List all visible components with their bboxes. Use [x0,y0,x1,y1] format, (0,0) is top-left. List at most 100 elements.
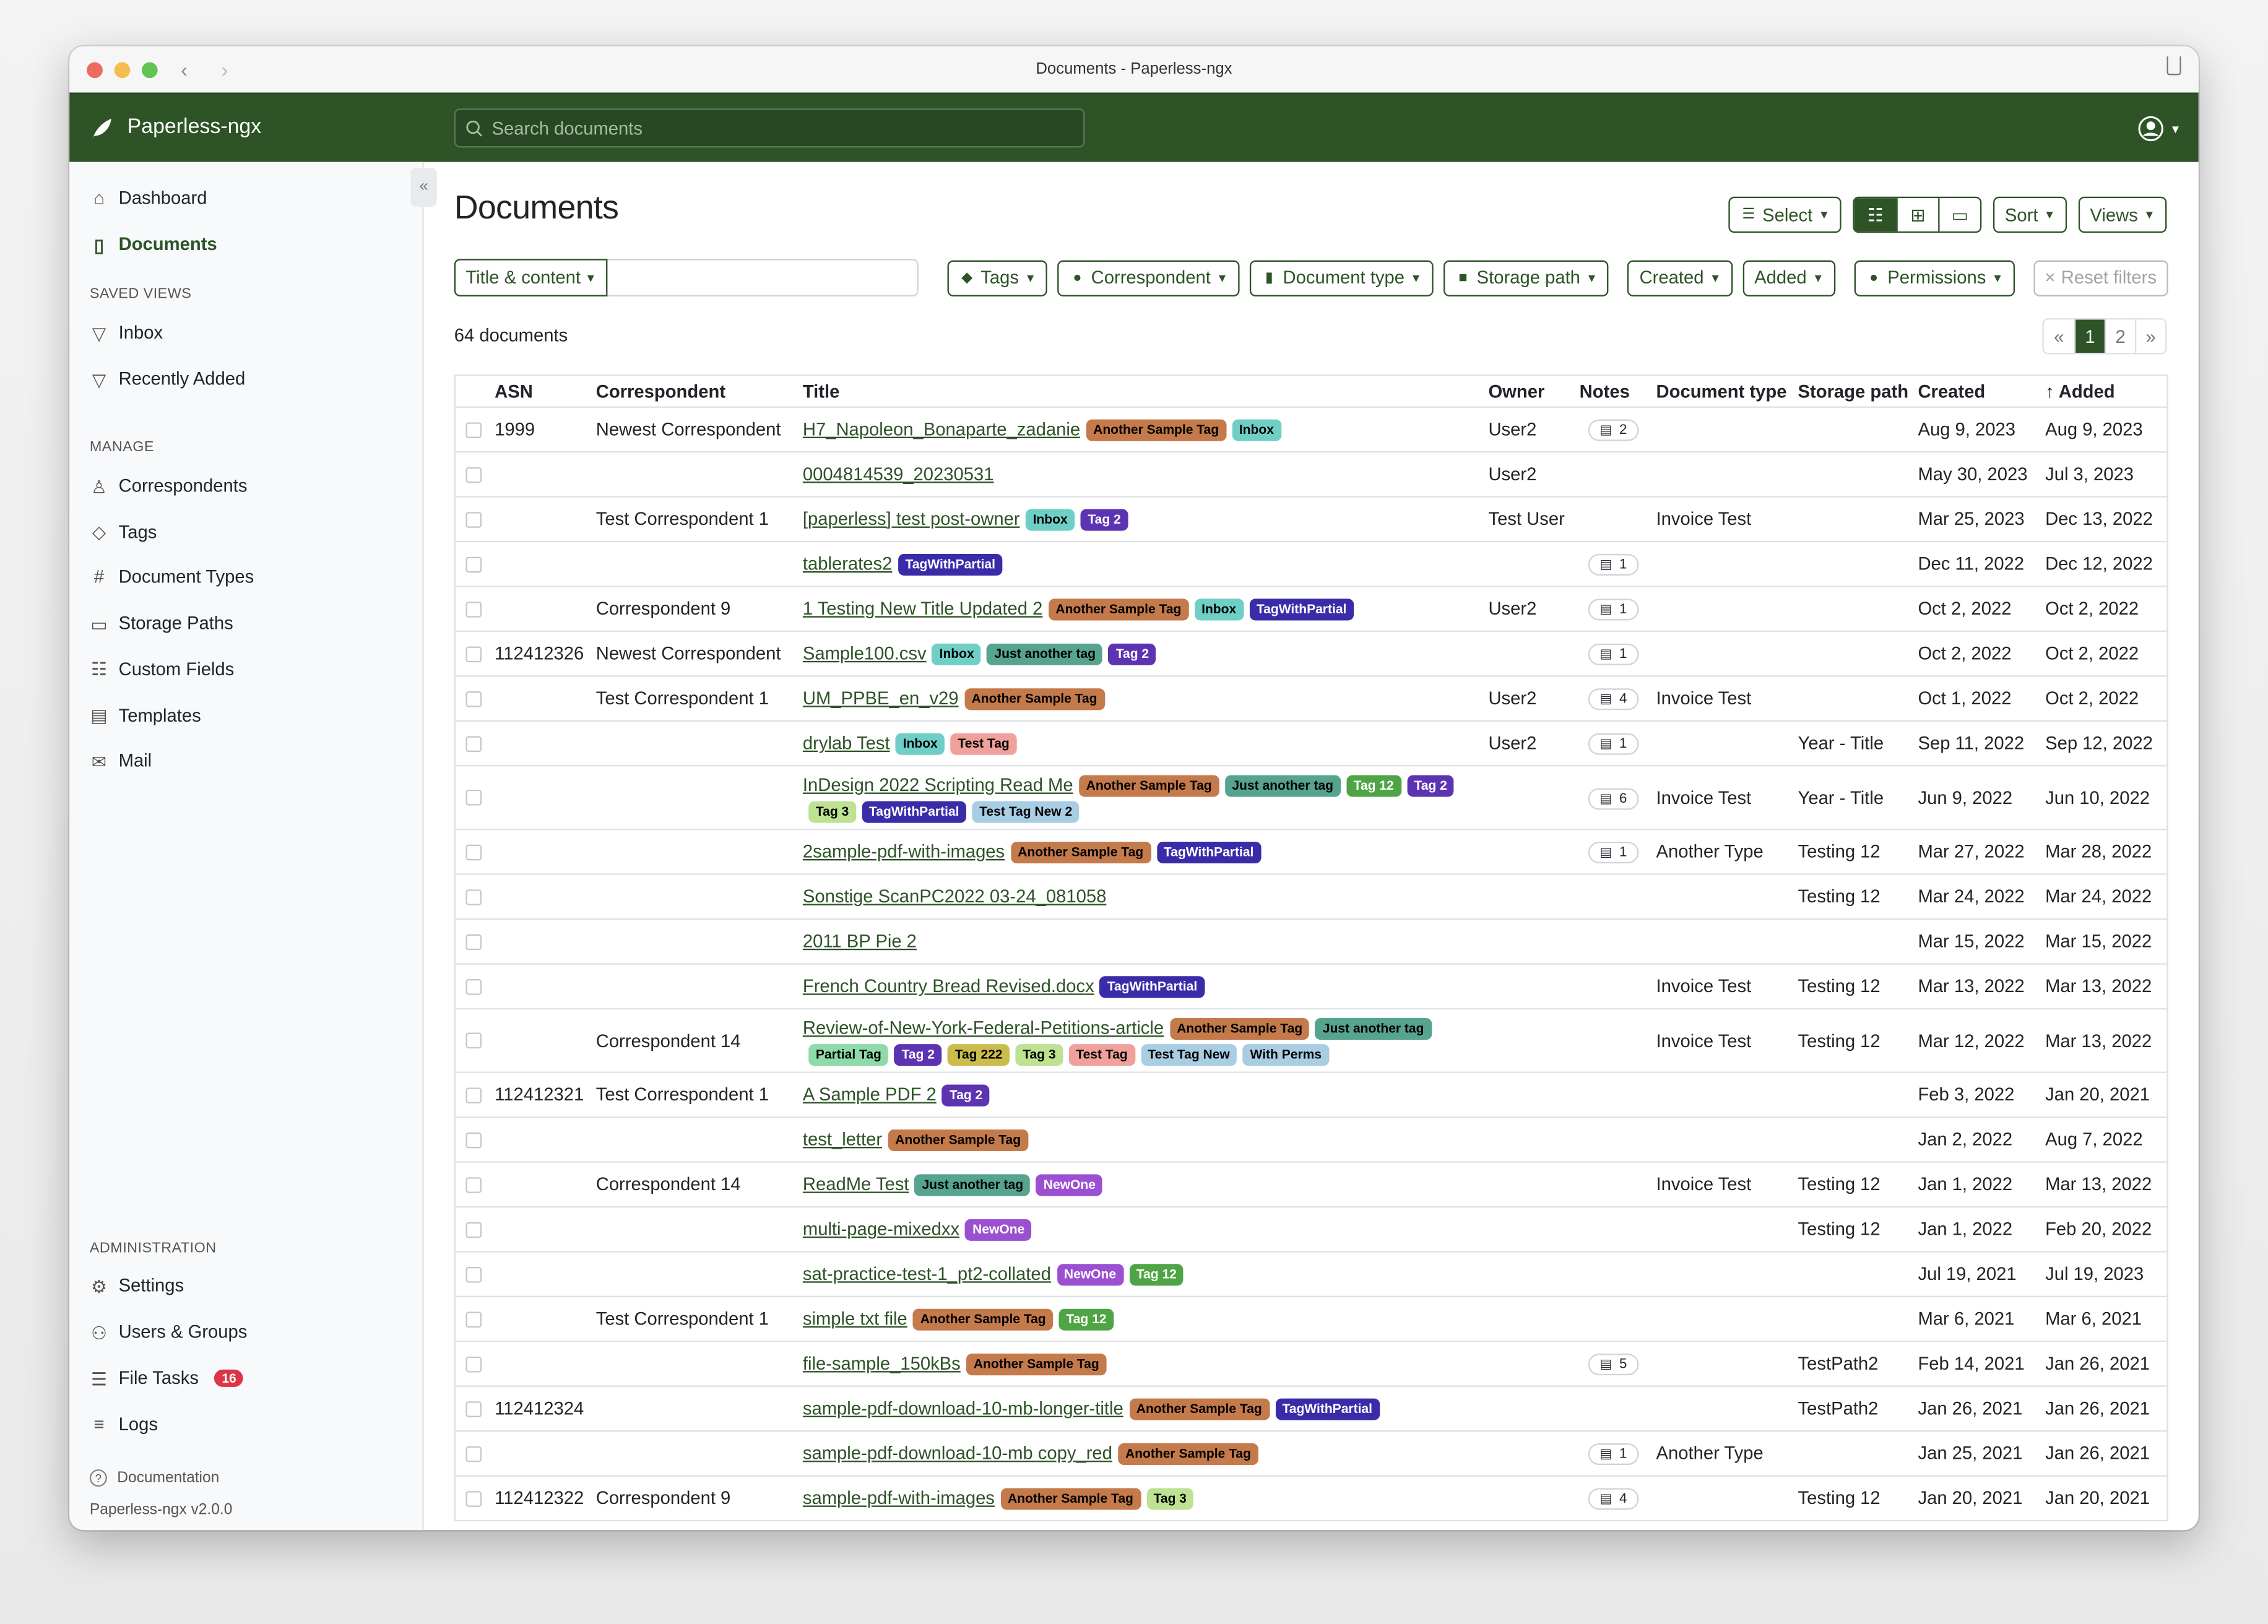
notes-badge[interactable]: ▤ 6 [1588,787,1639,810]
table-row[interactable]: 2sample-pdf-with-images Another Sample Ta… [456,830,2167,875]
correspondent-cell[interactable]: Correspondent 9 [595,598,731,620]
document-title-link[interactable]: 2sample-pdf-with-images [802,841,1005,862]
document-type-cell[interactable]: Invoice Test [1656,1030,1752,1051]
sidebar-item-file-tasks[interactable]: ☰ File Tasks 16 [90,1368,244,1389]
tag-badge[interactable]: Another Sample Tag [1078,774,1219,797]
small-cards-view-icon[interactable]: ⊞ [1896,198,1939,231]
table-row[interactable]: test_letter Another Sample Tag Jan 2, 2022… [456,1118,2167,1163]
table-row[interactable]: 112412322 Correspondent 9 sample-pdf-with-… [456,1477,2167,1522]
page-last[interactable]: » [2134,319,2165,353]
tag-badge[interactable]: Just another tag [914,1174,1031,1196]
sidebar-item-templates[interactable]: ▤ Templates [90,705,201,726]
row-checkbox[interactable] [465,1087,482,1103]
table-row[interactable]: sat-practice-test-1_pt2-collated NewOne Ta… [456,1253,2167,1298]
row-checkbox[interactable] [465,1401,482,1417]
tag-badge[interactable]: Another Sample Tag [1118,1443,1258,1466]
user-menu[interactable]: ▼ [2138,116,2181,142]
tag-badge[interactable]: Another Sample Tag [1000,1488,1141,1510]
notes-badge[interactable]: ▤ 1 [1588,598,1639,621]
sidebar-item-storage-paths[interactable]: ▭ Storage Paths [90,613,233,634]
page-2[interactable]: 2 [2104,319,2135,353]
storage-path-cell[interactable]: Testing 12 [1798,1219,1881,1240]
brand-name[interactable]: Paperless-ngx [127,115,262,139]
tag-badge[interactable]: NewOne [1036,1174,1103,1196]
table-row[interactable]: Sonstige ScanPC2022 03-24_081058 Testing … [456,875,2167,920]
notes-badge[interactable]: ▤ 1 [1588,841,1639,864]
document-title-link[interactable]: 0004814539_20230531 [802,464,994,485]
sidebar-item-correspondents[interactable]: ♙ Correspondents [90,476,248,497]
row-checkbox[interactable] [465,466,482,483]
tag-badge[interactable]: Just another tag [1315,1017,1432,1039]
tag-badge[interactable]: With Perms [1242,1043,1329,1065]
large-cards-view-icon[interactable]: ▭ [1938,198,1980,231]
tag-badge[interactable]: Tag 222 [948,1043,1010,1065]
document-title-link[interactable]: tablerates2 [802,553,893,574]
table-row[interactable]: Test Correspondent 1 simple txt file Anoth… [456,1297,2167,1342]
tag-badge[interactable]: Test Tag [950,733,1017,755]
notes-badge[interactable]: ▤ 1 [1588,643,1639,665]
row-checkbox[interactable] [465,1176,482,1193]
notes-badge[interactable]: ▤ 1 [1588,1443,1639,1466]
column-header[interactable]: Storage path [1798,381,1909,402]
document-title-link[interactable]: ReadMe Test [802,1174,909,1195]
reset-filters-button[interactable]: × Reset filters [2033,259,2168,296]
table-row[interactable]: Correspondent 14 Review-of-New-York-Feder… [456,1009,2167,1073]
tag-badge[interactable]: Inbox [895,733,945,755]
row-checkbox[interactable] [465,690,482,707]
tag-badge[interactable]: Another Sample Tag [964,688,1105,710]
title-content-dropdown[interactable]: Title & content ▼ [454,259,608,297]
document-type-cell[interactable]: Another Type [1656,841,1764,862]
tag-badge[interactable]: NewOne [965,1219,1032,1241]
details-view-icon[interactable]: ☷ [1854,198,1897,231]
table-row[interactable]: drylab Test Inbox Test Tag User2 ▤ 1 Year - Ti… [456,722,2167,767]
document-title-link[interactable]: file-sample_150kBs [802,1354,961,1374]
tags-filter-button[interactable]: ◆ Tags ▼ [947,259,1048,296]
document-type-cell[interactable]: Invoice Test [1656,976,1752,996]
document-type-cell[interactable]: Invoice Test [1656,1174,1752,1195]
tag-badge[interactable]: Tag 2 [1109,643,1156,665]
correspondent-cell[interactable]: Test Correspondent 1 [595,509,769,530]
tag-badge[interactable]: TagWithPartial [1249,598,1354,621]
notes-badge[interactable]: ▤ 4 [1588,1488,1639,1510]
sidebar-item-custom-fields[interactable]: ☷ Custom Fields [90,659,234,680]
sort-button[interactable]: Sort ▼ [1993,196,2067,233]
sidebar-item-mail[interactable]: ✉ Mail [90,751,152,772]
storage-path-cell[interactable]: Year - Title [1798,787,1884,808]
table-row[interactable]: Test Correspondent 1 UM_PPBE_en_v29 Anothe… [456,677,2167,722]
tag-badge[interactable]: Tag 2 [1080,509,1128,531]
row-checkbox[interactable] [465,646,482,662]
tag-badge[interactable]: Partial Tag [808,1043,889,1065]
tag-badge[interactable]: TagWithPartial [862,800,967,823]
close-window-button[interactable] [87,62,103,79]
tag-badge[interactable]: Tag 3 [1146,1488,1194,1510]
minimize-window-button[interactable] [114,62,131,79]
tag-badge[interactable]: NewOne [1057,1264,1123,1286]
row-checkbox[interactable] [465,1355,482,1372]
table-row[interactable]: sample-pdf-download-10-mb copy_red Anothe… [456,1432,2167,1477]
sidebar-item-inbox[interactable]: ▽ Inbox [90,322,163,343]
table-row[interactable]: 0004814539_20230531 User2 May 30, 2023 Jul … [456,452,2167,498]
table-row[interactable]: 2011 BP Pie 2 Mar 15, 2022 Mar 15, 2022 [456,920,2167,965]
notes-badge[interactable]: ▤ 5 [1588,1354,1639,1376]
storage-path-cell[interactable]: TestPath2 [1798,1398,1879,1419]
collapse-sidebar-button[interactable]: « [410,168,437,207]
tag-badge[interactable]: Test Tag New 2 [972,800,1080,823]
document-title-link[interactable]: H7_Napoleon_Bonaparte_zadanie [802,419,1081,440]
table-row[interactable]: 112412324 sample-pdf-download-10-mb-longe… [456,1387,2167,1432]
tag-badge[interactable]: TagWithPartial [1100,976,1205,998]
forward-icon[interactable]: › [221,58,228,81]
column-header[interactable]: Document type [1656,381,1787,402]
row-checkbox[interactable] [465,511,482,527]
tag-badge[interactable]: TagWithPartial [1275,1398,1380,1420]
correspondent-cell[interactable]: Test Correspondent 1 [595,1084,769,1105]
views-button[interactable]: Views ▼ [2078,196,2167,233]
document-title-link[interactable]: sample-pdf-download-10-mb-longer-title [802,1398,1123,1419]
tag-badge[interactable]: Tag 3 [1015,1043,1063,1065]
document-title-link[interactable]: sample-pdf-with-images [802,1488,995,1509]
tag-badge[interactable]: Tag 3 [808,800,856,823]
notes-badge[interactable]: ▤ 2 [1588,419,1639,441]
correspondent-cell[interactable]: Correspondent 14 [595,1030,741,1051]
tag-badge[interactable]: Inbox [1232,419,1281,441]
tag-badge[interactable]: TagWithPartial [1156,841,1262,864]
zoom-window-button[interactable] [141,62,158,79]
